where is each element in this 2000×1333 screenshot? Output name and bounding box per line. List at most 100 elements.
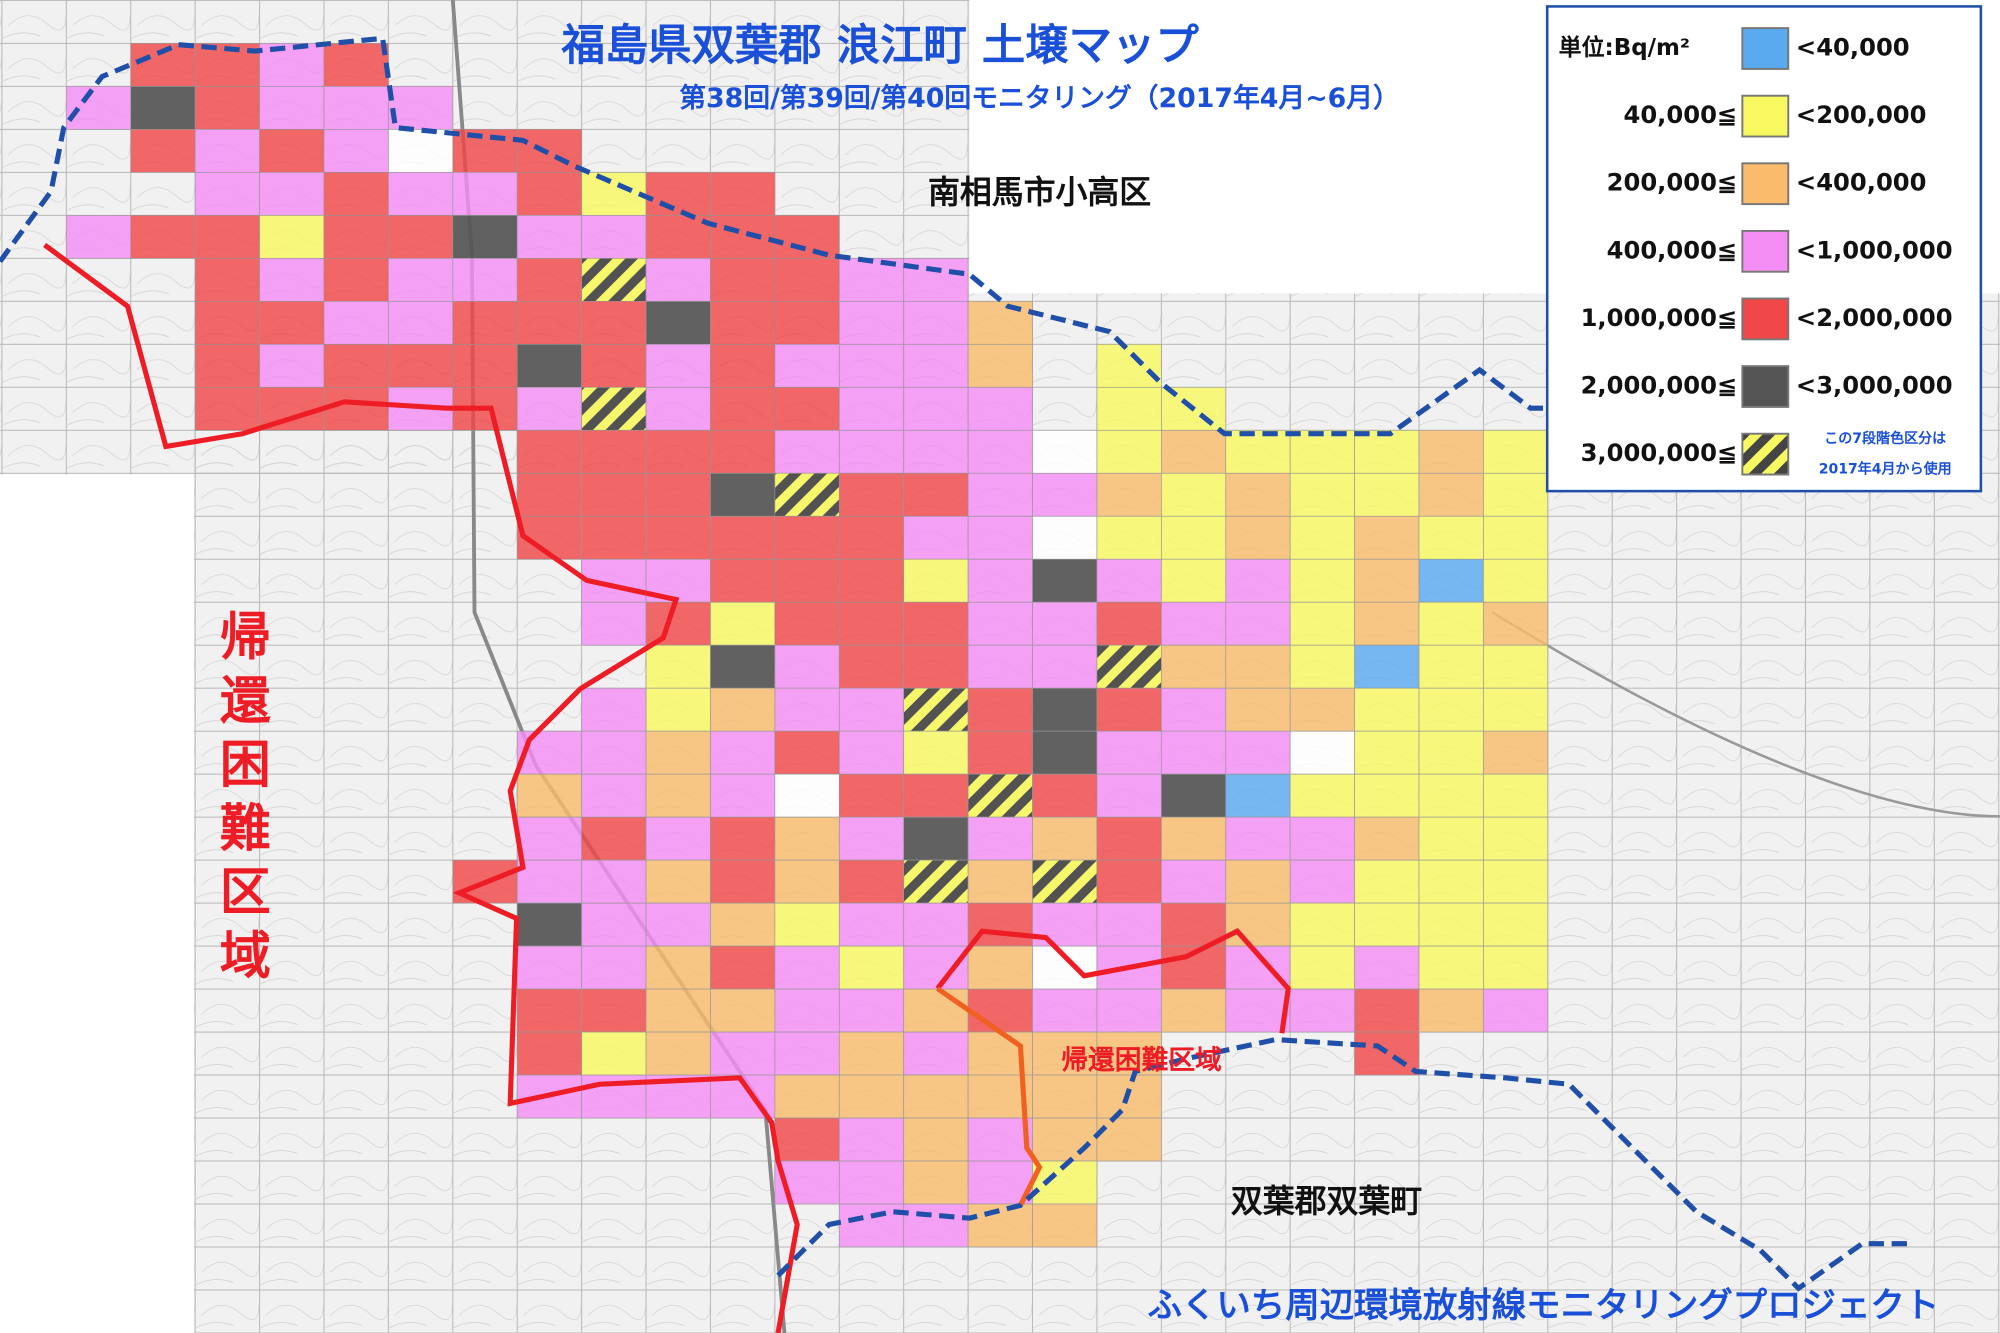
grid-cell	[388, 86, 454, 130]
grid-cell	[774, 816, 840, 861]
grid-cell	[1289, 687, 1355, 732]
grid-cell	[452, 258, 518, 302]
grid-cell	[1032, 515, 1098, 560]
grid-cell	[516, 429, 582, 474]
grid-cell	[323, 215, 389, 259]
grid-cell	[516, 343, 582, 388]
grid-cell	[1354, 515, 1420, 560]
grid-cell	[388, 129, 454, 173]
grid-cell	[323, 129, 389, 173]
grid-cell	[130, 129, 196, 173]
legend-swatch	[1741, 27, 1790, 70]
grid-cell	[581, 343, 647, 388]
grid-cell	[388, 301, 454, 345]
grid-cell	[645, 730, 711, 775]
grid-cell	[1418, 816, 1484, 861]
legend-swatch	[1741, 432, 1790, 476]
grid-cell	[388, 258, 454, 302]
grid-cell	[1354, 601, 1420, 646]
grid-cell	[259, 301, 325, 345]
grid-cell	[1354, 902, 1420, 947]
grid-cell	[710, 730, 776, 775]
grid-cell	[774, 773, 840, 818]
grid-cell	[1418, 515, 1484, 560]
grid-cell	[1225, 859, 1291, 904]
grid-cell	[1354, 644, 1420, 689]
grid-cell	[1096, 859, 1162, 904]
grid-cell	[774, 558, 840, 603]
grid-cell	[259, 343, 325, 388]
grid-cell	[1418, 730, 1484, 775]
grid-cell	[1096, 343, 1162, 388]
grid-cell	[645, 301, 711, 345]
grid-cell	[645, 515, 711, 560]
legend-lower: 40,000≦	[1623, 101, 1737, 129]
grid-cell	[774, 644, 840, 689]
grid-cell	[516, 945, 582, 990]
grid-cell	[581, 988, 647, 1033]
grid-cell	[1483, 515, 1549, 560]
grid-cell	[710, 1031, 776, 1076]
grid-cell	[645, 773, 711, 818]
grid-cell	[838, 859, 905, 904]
grid-cell	[581, 773, 647, 818]
grid-cell	[194, 86, 260, 130]
grid-cell	[645, 988, 711, 1033]
grid-cell	[838, 773, 905, 818]
grid-cell	[259, 129, 325, 173]
grid-cell	[1483, 687, 1549, 732]
grid-cell	[1096, 1117, 1162, 1162]
grid-cell	[194, 215, 260, 259]
grid-cell	[1354, 687, 1420, 732]
legend-swatch	[1741, 229, 1790, 273]
grid-cell	[1418, 429, 1484, 474]
grid-cell	[1418, 644, 1484, 689]
grid-cell	[838, 988, 905, 1033]
grid-cell	[581, 515, 647, 560]
grid-cell	[710, 558, 776, 603]
grid-cell	[967, 472, 1033, 517]
grid-cell	[1289, 429, 1355, 474]
grid-cell	[645, 172, 711, 216]
grid-cell	[1225, 902, 1291, 947]
grid-cell	[1161, 816, 1227, 861]
grid-cell	[774, 258, 840, 302]
grid-cell	[645, 644, 711, 689]
title: 福島県双葉郡 浪江町 土壌マップ	[560, 21, 1199, 71]
grid-cell	[194, 172, 260, 216]
grid-cell	[1161, 558, 1227, 603]
grid-cell	[710, 601, 776, 646]
grid-cell	[1032, 558, 1098, 603]
grid-cell	[581, 902, 647, 947]
grid-cell	[967, 1203, 1033, 1248]
grid-cell	[838, 301, 905, 345]
grid-cell	[838, 1160, 905, 1205]
grid-cell	[774, 386, 840, 431]
grid-cell	[581, 429, 647, 474]
grid-cell	[1354, 945, 1420, 990]
grid-cell	[645, 343, 711, 388]
grid-cell	[516, 816, 582, 861]
grid-cell	[1289, 515, 1355, 560]
grid-cell	[1032, 472, 1098, 517]
grid-cell	[1225, 816, 1291, 861]
grid-cell	[1096, 730, 1162, 775]
grid-cell	[967, 945, 1033, 990]
grid-cell	[323, 86, 389, 130]
grid-cell	[1483, 472, 1549, 517]
grid-cell	[774, 343, 840, 388]
grid-cell	[774, 730, 840, 775]
grid-cell	[1161, 472, 1227, 517]
grid-cell	[838, 1074, 905, 1119]
grid-cell	[1354, 773, 1420, 818]
grid-cell	[903, 859, 969, 904]
grid-cell	[838, 902, 905, 947]
legend-upper: <200,000	[1796, 101, 1927, 129]
grid-cell	[838, 601, 905, 646]
grid-cell	[1418, 601, 1484, 646]
grid-cell	[1354, 429, 1420, 474]
grid-cell	[516, 902, 582, 947]
grid-cell	[774, 1074, 840, 1119]
grid-cell	[774, 472, 840, 517]
grid-cell	[967, 687, 1033, 732]
